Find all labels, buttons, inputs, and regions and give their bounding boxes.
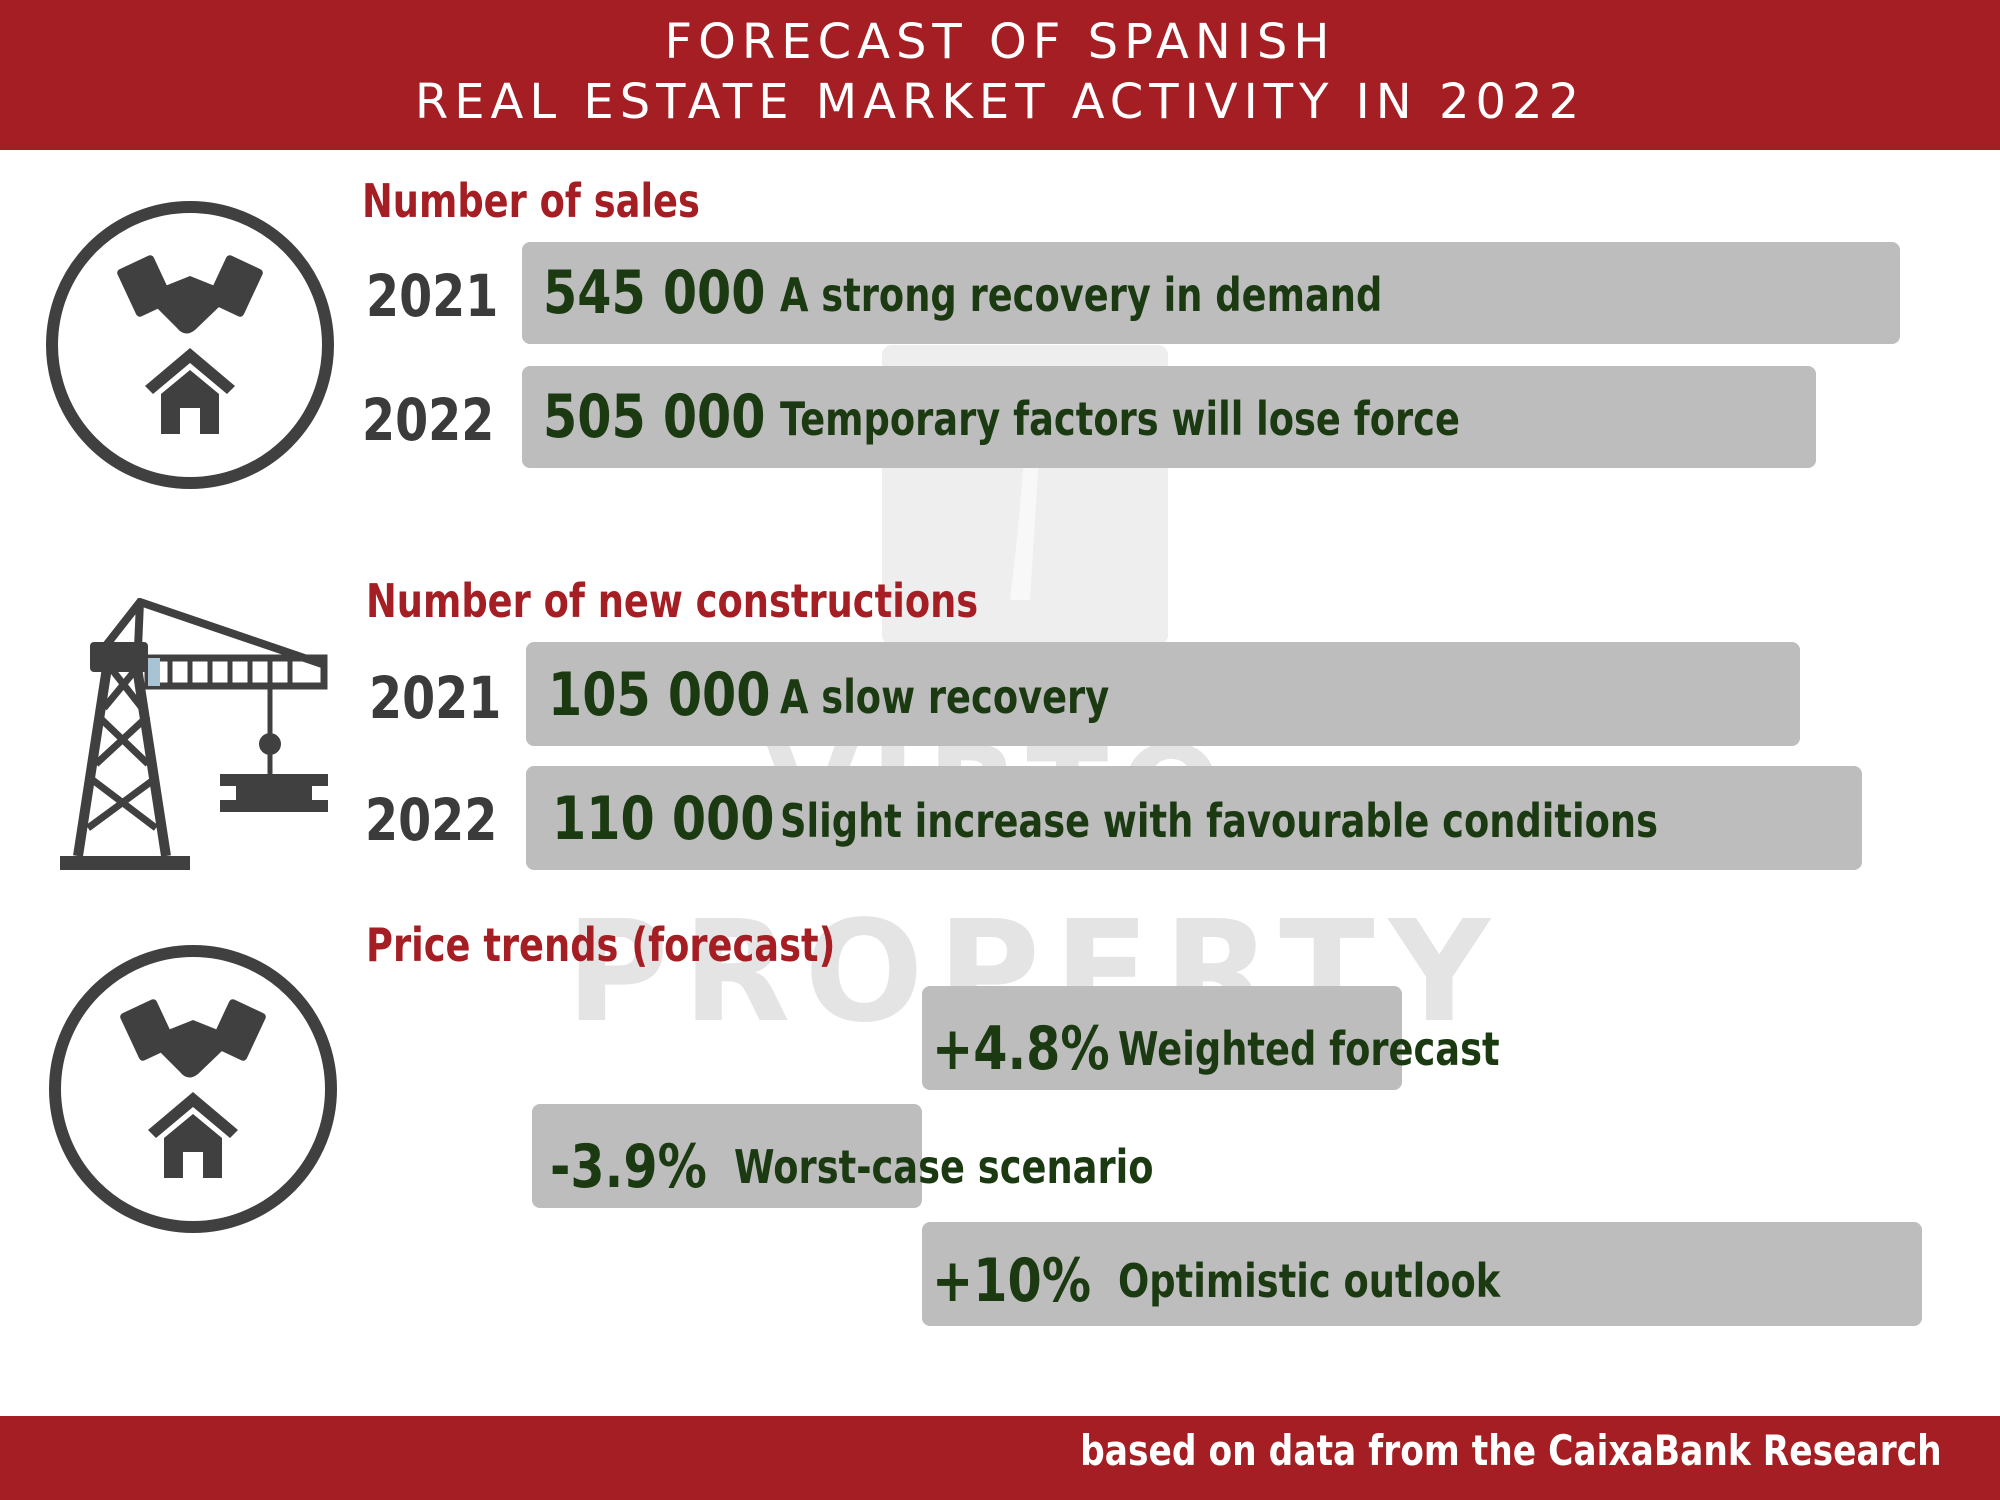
constructions-year-2022: 2022 [365,786,498,854]
source-note: based on data from the CaixaBank Researc… [1080,1426,1942,1475]
title-line-2: REAL ESTATE MARKET ACTIVITY IN 2022 [414,74,1586,130]
price-bar-optimistic [922,1222,1922,1326]
sales-year-2021: 2021 [366,262,499,330]
handshake-house-icon [46,201,334,489]
price-section-title: Price trends (forecast) [366,918,836,972]
header-banner: FORECAST OF SPANISH REAL ESTATE MARKET A… [0,0,2000,150]
price-bar-weighted [922,986,1402,1090]
footer-banner: based on data from the CaixaBank Researc… [0,1416,2000,1500]
sales-bar-2021 [522,242,1900,344]
price-annotation-weighted: Weighted forecast [1118,1022,1500,1076]
title-line-1: FORECAST OF SPANISH [664,14,1336,70]
sales-section-title: Number of sales [362,174,700,228]
price-value-worst-case: -3.9% [550,1132,707,1202]
price-bar-worst-case [532,1104,922,1208]
price-annotation-worst-case: Worst-case scenario [734,1140,1154,1194]
constructions-annotation-2021: A slow recovery [780,670,1110,724]
handshake-house-icon-2 [49,945,337,1233]
constructions-section-title: Number of new constructions [366,574,979,628]
price-value-optimistic: +10% [932,1246,1091,1316]
sales-annotation-2022: Temporary factors will lose force [780,392,1460,446]
constructions-annotation-2022: Slight increase with favourable conditio… [780,794,1658,848]
crane-icon [60,598,328,870]
sales-value-2021: 545 000 [543,258,766,328]
constructions-year-2021: 2021 [369,664,502,732]
price-value-weighted: +4.8% [932,1014,1110,1084]
constructions-bar-2022 [526,766,1862,870]
sales-year-2022: 2022 [362,386,495,454]
constructions-value-2021: 105 000 [548,660,771,730]
sales-bar-2022 [522,366,1816,468]
price-annotation-optimistic: Optimistic outlook [1118,1254,1501,1308]
constructions-bar-2021 [526,642,1800,746]
sales-value-2022: 505 000 [543,382,766,452]
constructions-value-2022: 110 000 [552,784,775,854]
sales-annotation-2021: A strong recovery in demand [780,268,1383,322]
